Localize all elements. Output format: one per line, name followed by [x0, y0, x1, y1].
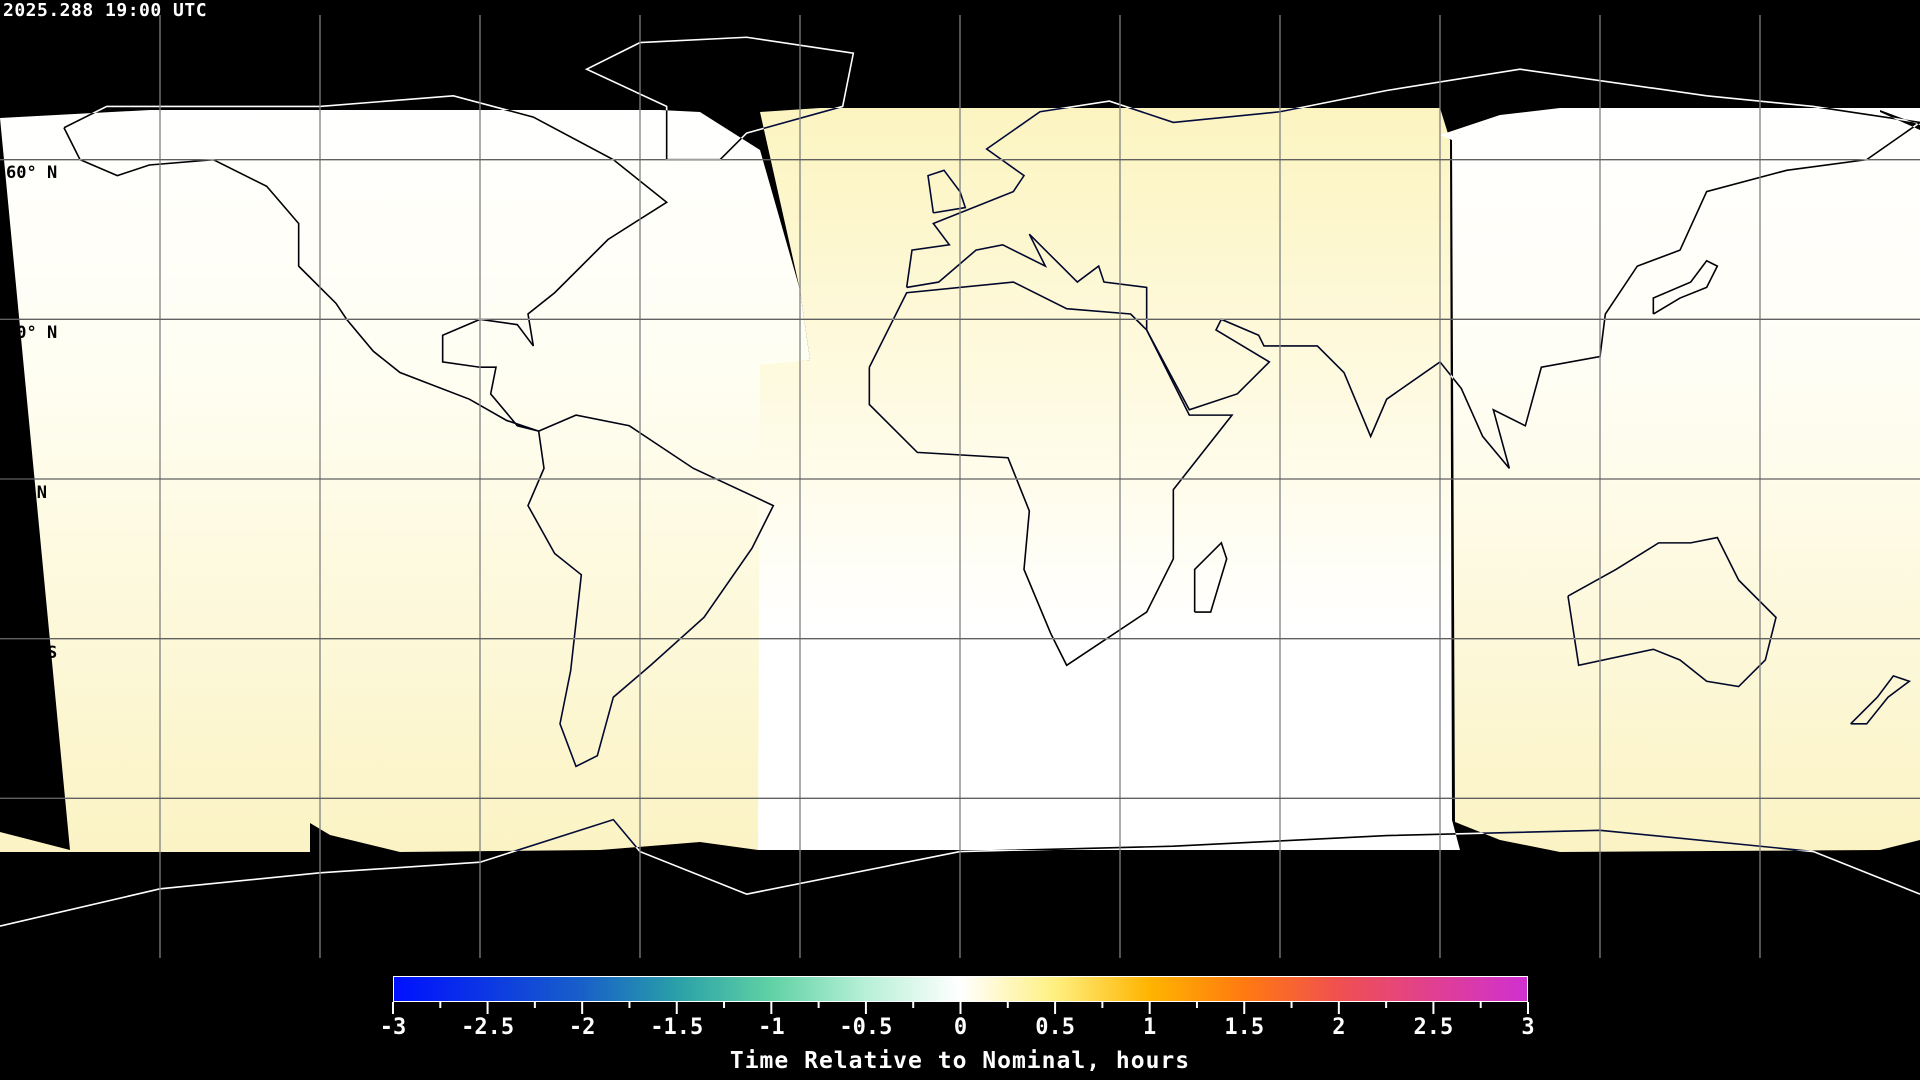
coastline-great-britain: [927, 169, 967, 214]
world-map: [0, 15, 1920, 958]
colorbar-tick-label: -2: [568, 1015, 596, 1040]
coastline-antarctica: [0, 818, 1920, 927]
colorbar-ticks: [392, 1002, 1529, 1014]
graticule: [0, 15, 1920, 958]
coastline-eurasia: [905, 68, 1920, 469]
coastline-new-zealand: [1850, 674, 1912, 725]
colorbar-tick-label: -1: [758, 1015, 785, 1040]
coastline-australia: [1567, 536, 1777, 688]
colorbar-tick-label: 0.5: [1035, 1015, 1075, 1040]
timestamp: 2025.288 19:00 UTC: [3, 0, 208, 21]
coastline-africa: [868, 281, 1234, 667]
lat-label-60s: 60° S: [6, 803, 58, 823]
coastline-south-america: [527, 414, 775, 768]
colorbar-tick-label: 0: [953, 1015, 968, 1040]
colorbar-tick-label: -0.5: [839, 1015, 893, 1040]
region-west: [0, 110, 810, 852]
colorbar-tick-label: -3: [379, 1015, 407, 1040]
colorbar-tick-label: -2.5: [461, 1015, 515, 1040]
coastline-greenland: [584, 36, 855, 161]
colorbar-tick-label: 3: [1521, 1015, 1535, 1040]
region-east: [1440, 108, 1920, 852]
colorbar-title: Time Relative to Nominal, hours: [729, 1048, 1191, 1074]
colorbar: [393, 976, 1528, 1002]
coastlines: [0, 36, 1920, 927]
lat-label-0n: 0° N: [6, 483, 47, 503]
lat-label-30s: 30° S: [6, 643, 58, 663]
colorbar-tick-label: 1: [1143, 1015, 1157, 1040]
colorbar-tick-label: 1.5: [1224, 1015, 1265, 1040]
lat-label-60n: 60° N: [6, 163, 58, 183]
coastline-japan: [1652, 259, 1719, 315]
colorbar-tick-label: -1.5: [650, 1015, 704, 1040]
colorbar-tick-label: 2: [1332, 1015, 1346, 1040]
lat-label-30n: 30° N: [6, 323, 58, 343]
colorbar-tick-label: 2.5: [1413, 1015, 1454, 1040]
coastline-madagascar: [1193, 541, 1228, 613]
coastline-north-america: [63, 94, 669, 432]
